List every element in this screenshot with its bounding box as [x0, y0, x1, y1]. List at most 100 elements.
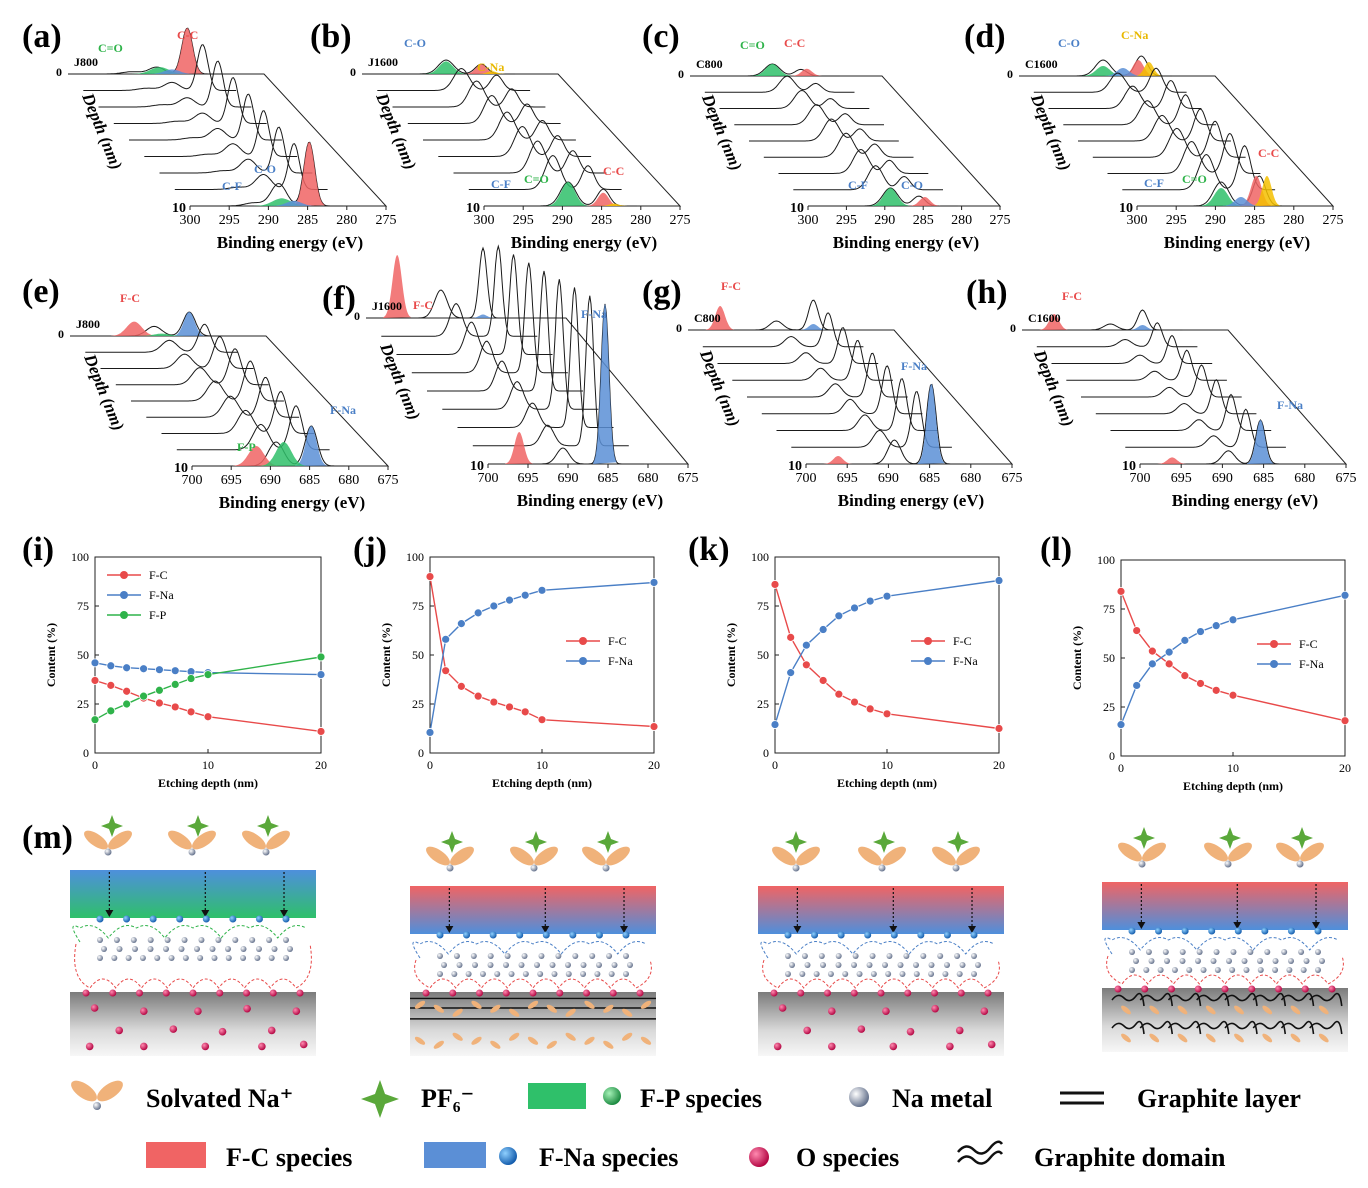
data-point-F-Na [441, 634, 451, 644]
xps-peak-label: C-C [1258, 146, 1279, 160]
arrow-head [1137, 922, 1146, 929]
y-tick-label: 50 [757, 648, 769, 662]
xps-depth-axis-label: Depth (nm) [1030, 346, 1078, 429]
xps-depth-end: 10 [174, 461, 188, 476]
substrate [70, 992, 316, 1056]
na-metal-atom [1179, 949, 1186, 955]
xps-peak-label: C-C [784, 36, 805, 50]
o-sphere [889, 1042, 898, 1051]
xps-spectrum-trace [411, 262, 568, 374]
na-metal-atom [971, 971, 977, 977]
xps-spectrum-trace [1110, 393, 1272, 431]
cointercalated-solvent [1318, 1005, 1329, 1015]
xps-peak-label: C-F [222, 179, 242, 193]
arrow-head [445, 926, 454, 933]
legend-marker [120, 591, 128, 599]
xps-tick-label: 700 [796, 471, 817, 486]
xps-fitted-component [293, 142, 326, 206]
na-metal-sphere-icon [849, 1087, 869, 1107]
y-tick-label: 25 [757, 697, 769, 711]
arrow-head [280, 910, 289, 917]
xps-peak-label: F-Na [901, 359, 927, 373]
na-metal-atom [1179, 958, 1186, 964]
data-point-F-C [1147, 646, 1157, 656]
na-metal-atom [522, 971, 529, 977]
na-metal-atom [508, 971, 515, 977]
na-metal-atom [232, 937, 239, 943]
xps-tick-label: 685 [919, 471, 940, 486]
o-sphere [778, 1004, 787, 1012]
na-metal-atom [479, 971, 486, 977]
na-metal-atom [225, 955, 232, 961]
graphite-domain-curve [1280, 1020, 1315, 1035]
xps-fitted-component [1039, 314, 1069, 330]
pf6-anion [187, 815, 209, 837]
legend-graphite-layer: Graphite layer [1060, 1084, 1301, 1113]
xps-axis-title: Binding energy (eV) [838, 491, 984, 510]
na-metal-atom [1186, 967, 1193, 973]
o-sphere [136, 989, 143, 997]
xps-peak-label: C-O [404, 36, 426, 50]
xps-sample-name: J1600 [368, 55, 398, 69]
fna-sphere [1181, 927, 1189, 935]
data-point-F-Na [155, 665, 164, 675]
fna-sphere [1208, 927, 1216, 935]
panel-letter: (h) [966, 274, 1008, 311]
o-sphere [476, 989, 483, 997]
cointercalated-solvent [471, 1000, 482, 1009]
substrate [410, 992, 656, 1056]
xps-tick-label: 290 [1205, 213, 1226, 228]
na-ion [1224, 860, 1232, 868]
xps-peak-label: C=O [740, 38, 765, 52]
xps-spectrum-trace [468, 154, 622, 190]
na-metal-atom [1315, 967, 1321, 973]
legend-solvated-na: Solvated Na⁺ [71, 1080, 293, 1113]
na-metal-atom [627, 962, 633, 968]
na-metal-atom [959, 962, 966, 968]
xps-spectrum-trace [85, 323, 239, 353]
o-sphere [1275, 985, 1282, 993]
na-metal-atom [882, 962, 888, 968]
na-metal-atom [903, 953, 910, 959]
fna-sphere [1128, 927, 1136, 935]
na-metal-atom [494, 971, 501, 977]
solvent-molecule [242, 830, 266, 850]
o-sphere [946, 1042, 954, 1051]
xps-spectrum-trace [70, 311, 223, 337]
xps-depth-start: 0 [56, 65, 62, 79]
content-chart-k: (k) 0 25 50 75 100 0 10 20 Etching depth (nm) Cont… [688, 531, 1005, 790]
na-metal-atom [132, 946, 138, 952]
na-ion-icon [93, 1102, 101, 1110]
na-metal-atom [1129, 967, 1135, 973]
o-sphere [824, 989, 831, 997]
xps-fitted-component [1200, 188, 1242, 206]
y-tick-label: 50 [1103, 651, 1115, 665]
fna-sphere [123, 915, 131, 923]
na-metal-atom [1257, 967, 1264, 973]
na-metal-atom [944, 962, 950, 968]
xps-tick-label: 285 [1244, 213, 1265, 228]
na-metal-atom [1164, 958, 1170, 964]
xps-spectrum-trace [806, 383, 967, 465]
xps-depth-start: 0 [1010, 321, 1016, 335]
legend-marker [579, 637, 587, 645]
na-metal-atom [197, 955, 204, 961]
xps-spectrum-trace [1107, 132, 1261, 174]
xps-tick-label: 280 [630, 213, 651, 228]
na-metal-atom [913, 962, 919, 968]
na-metal-atom [608, 971, 615, 977]
na-metal-atom [181, 937, 188, 943]
pf6-anion [101, 815, 123, 837]
xps-tick-label: 275 [376, 213, 397, 228]
data-point-F-C [801, 660, 811, 670]
x-tick-label: 10 [1227, 761, 1239, 775]
na-metal-atom [856, 971, 863, 977]
data-point-F-Na [834, 611, 844, 621]
o-sphere [140, 1042, 148, 1051]
xps-fitted-component [752, 64, 793, 76]
data-point-F-Na [90, 658, 100, 668]
na-metal-atom [1288, 958, 1294, 964]
o-sphere [828, 1007, 836, 1015]
na-metal-atom [125, 955, 132, 961]
na-metal-atom [623, 953, 629, 959]
